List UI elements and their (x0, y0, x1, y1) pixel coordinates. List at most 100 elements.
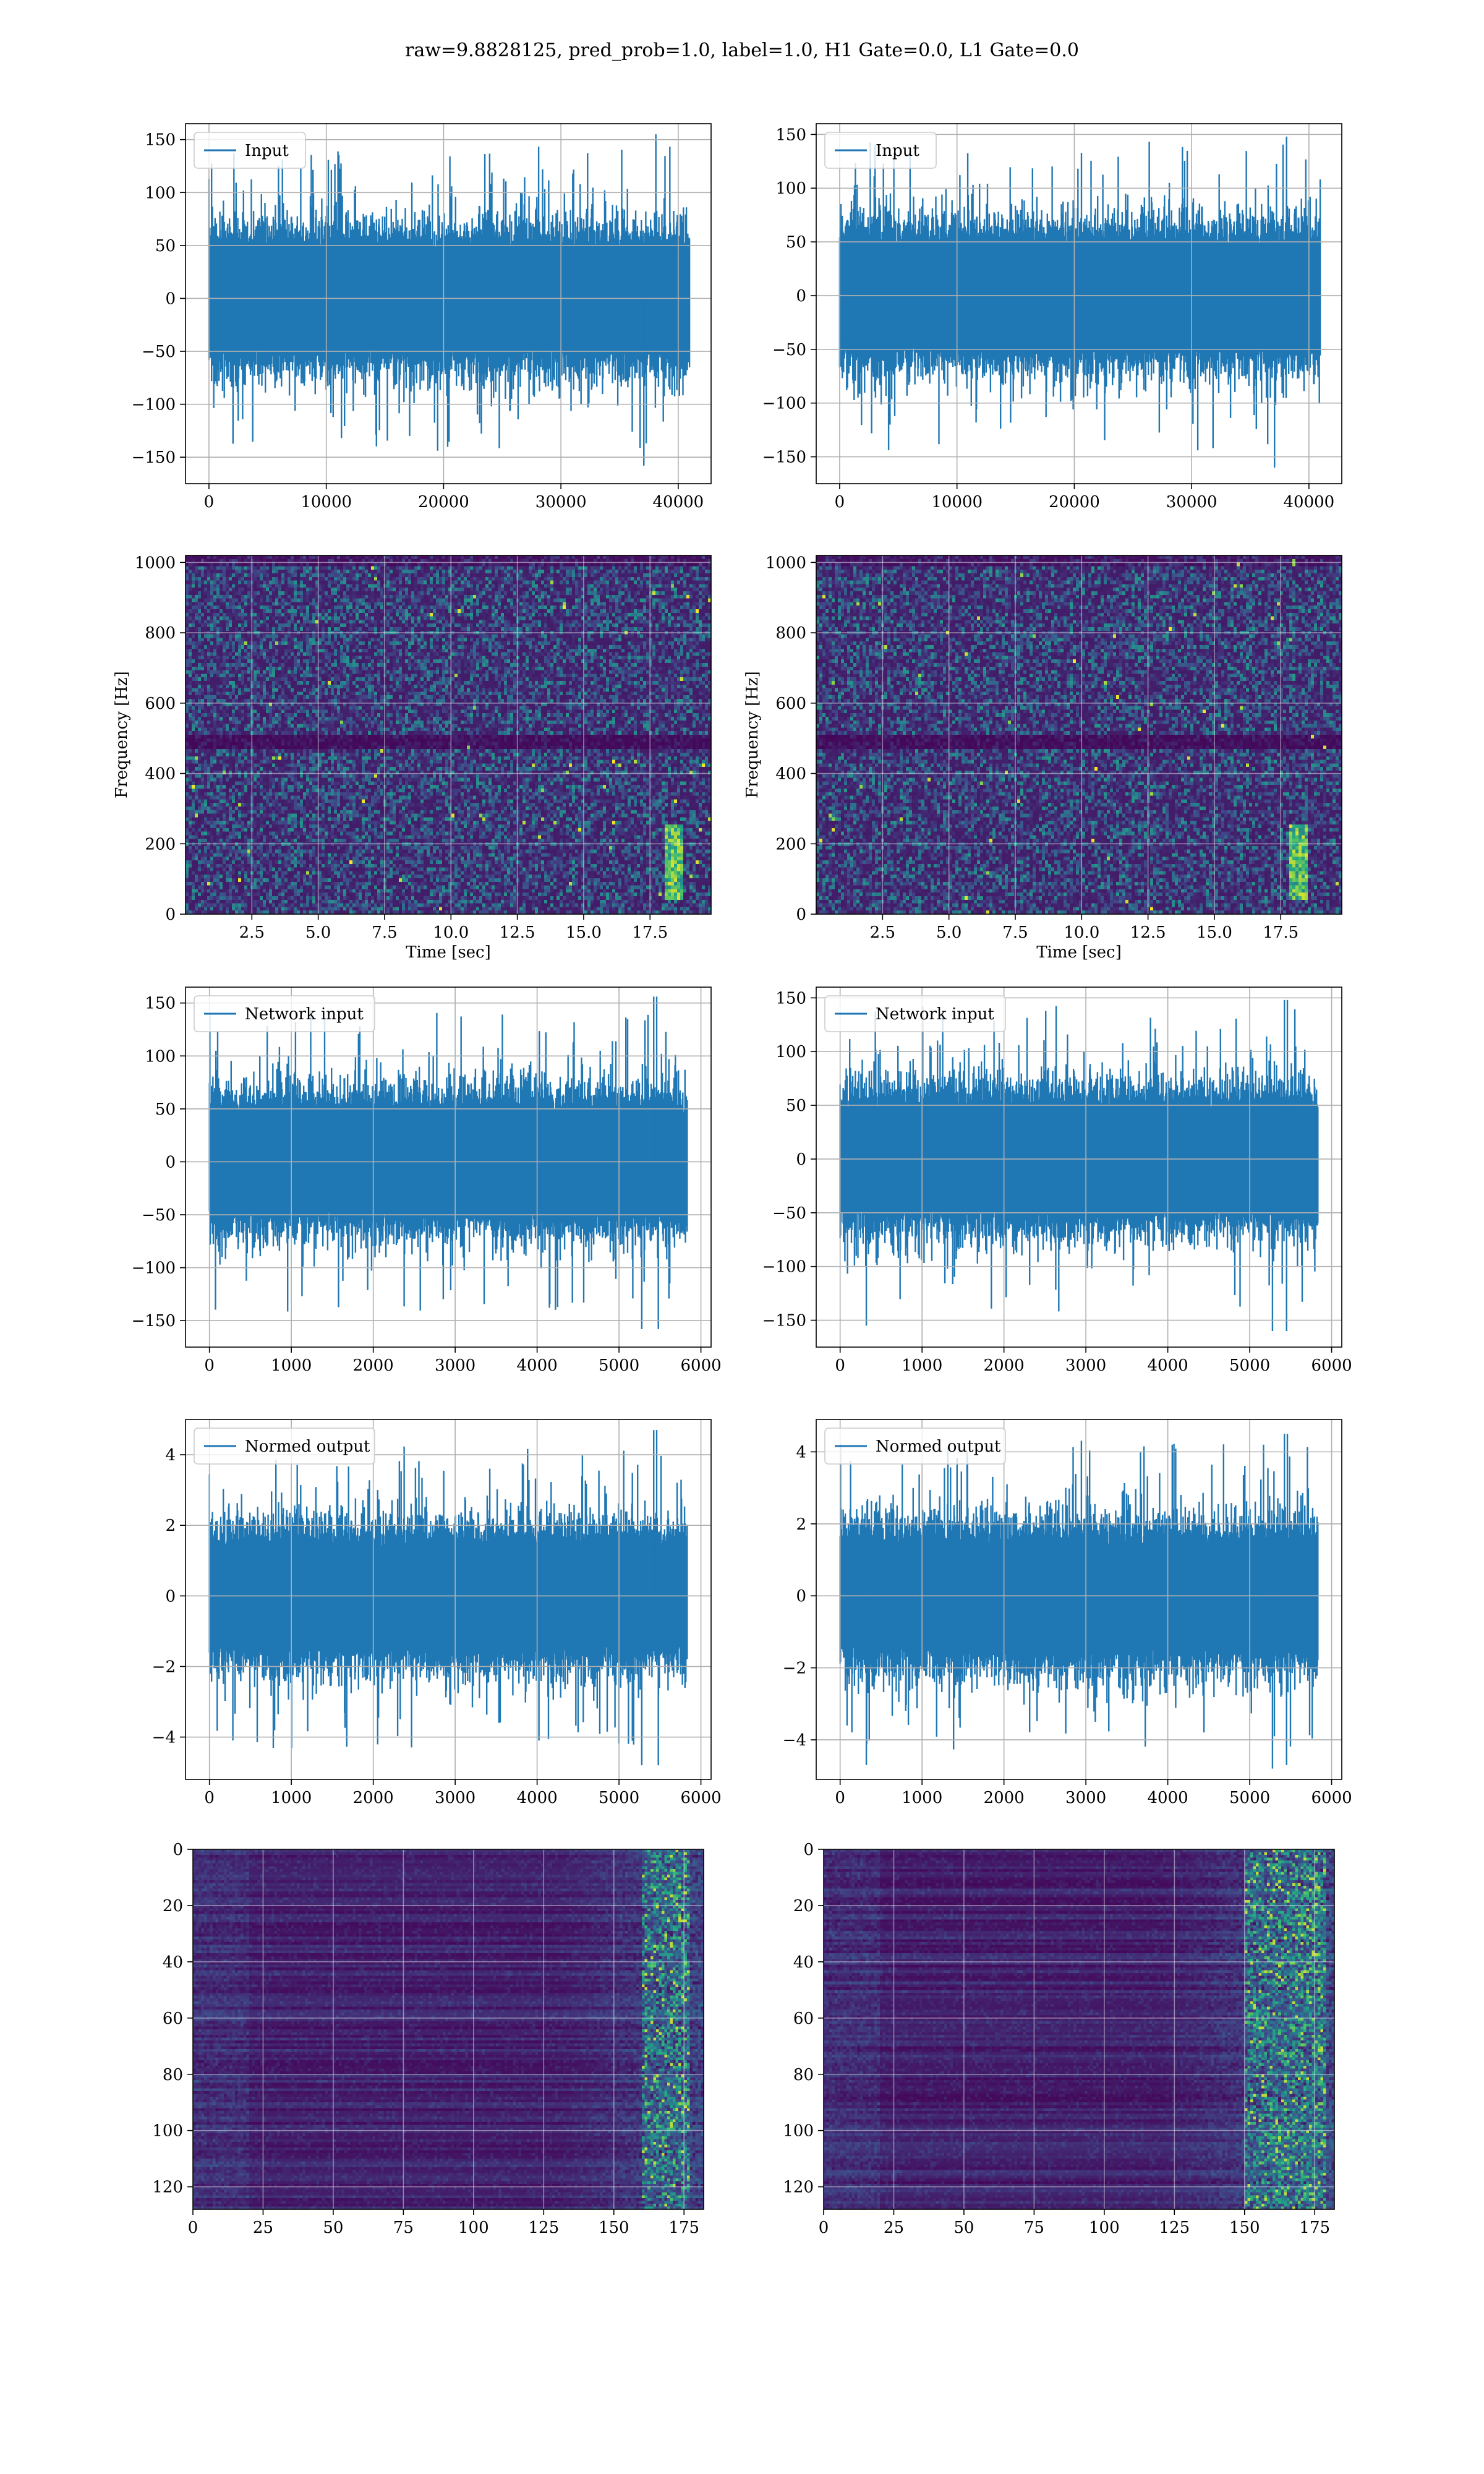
l1-feature-map-frame (823, 1849, 1335, 2210)
h1-normed-output-axes: 0 1000 2000 3000 4000 5000 6000 −4 −2 0 2 4 Normed o… (152, 1419, 722, 1807)
x-tick-label: 0 (835, 493, 845, 511)
x-tick-label: 5000 (1229, 1356, 1270, 1375)
y-tick-label: 4 (165, 1446, 176, 1465)
y-tick-label: 150 (775, 126, 806, 144)
x-tick-label: 5000 (599, 1789, 639, 1807)
x-tick-label: 4000 (1148, 1789, 1188, 1807)
y-tick-label: 0 (796, 1150, 806, 1169)
y-tick-label: 800 (775, 624, 806, 643)
x-tick-label: 2.5 (239, 923, 265, 942)
x-tick-label: 20000 (418, 493, 469, 511)
x-tick-label: 2000 (984, 1356, 1025, 1375)
x-tick-label: 2000 (984, 1789, 1025, 1807)
l1-spectrogram-axes: 2.5 5.0 7.5 10.0 12.5 15.0 17.5 0 200 400 600 800 10… (743, 554, 1342, 962)
x-tick-label: 6000 (680, 1789, 721, 1807)
y-tick-label: 0 (173, 1841, 183, 1859)
y-axis-label: Frequency [Hz] (113, 671, 131, 798)
y-tick-label: 1000 (135, 554, 176, 572)
x-tick-label: 3000 (1065, 1789, 1106, 1807)
y-tick-label: 60 (163, 2010, 183, 2028)
x-tick-label: 2000 (353, 1356, 394, 1375)
legend-box (824, 995, 1006, 1032)
x-tick-label: 25 (253, 2219, 273, 2237)
x-tick-label: 10000 (931, 493, 983, 511)
l1-network-input-frame (816, 987, 1342, 1348)
y-tick-label: −150 (762, 1312, 806, 1330)
y-tick-label: 60 (793, 2010, 814, 2028)
x-tick-label: 100 (458, 2219, 489, 2237)
y-tick-label: −4 (783, 1731, 806, 1750)
y-tick-label: 0 (165, 905, 176, 924)
x-tick-label: 125 (1159, 2219, 1190, 2237)
y-tick-label: 80 (793, 2066, 814, 2084)
legend-label: Network input (245, 1005, 364, 1024)
legend-label: Network input (876, 1005, 994, 1024)
l1-spectrogram-frame (816, 555, 1342, 915)
y-tick-label: 400 (775, 765, 806, 784)
x-tick-label: 5000 (1229, 1789, 1270, 1807)
legend-label: Normed output (876, 1437, 1001, 1456)
y-tick-label: 120 (783, 2178, 814, 2197)
x-tick-label: 150 (1229, 2219, 1260, 2237)
x-tick-label: 7.5 (1002, 923, 1028, 942)
legend: Network input (194, 995, 375, 1032)
h1-feature-map-axes: 0 25 50 75 100 125 150 175 0 20 40 60 80 100 120 (152, 1841, 704, 2237)
y-tick-label: 80 (163, 2066, 183, 2084)
y-tick-label: 120 (152, 2178, 183, 2197)
y-tick-label: 600 (145, 695, 176, 713)
y-tick-label: 0 (803, 1841, 814, 1859)
x-tick-label: 125 (528, 2219, 559, 2237)
legend-label: Input (245, 142, 289, 160)
x-tick-label: 75 (1024, 2219, 1044, 2237)
x-tick-label: 4000 (517, 1356, 558, 1375)
y-tick-label: −50 (142, 343, 176, 361)
y-tick-label: 800 (145, 624, 176, 643)
y-tick-label: 0 (165, 289, 176, 308)
x-tick-label: 15.0 (566, 923, 602, 942)
l1-network-input-axes: 0 1000 2000 3000 4000 5000 6000 −150 −100 −50 0 50 1… (762, 987, 1352, 1375)
x-tick-label: 0 (835, 1789, 845, 1807)
x-tick-label: 0 (204, 493, 215, 511)
x-tick-label: 40000 (653, 493, 704, 511)
x-tick-label: 10.0 (1064, 923, 1099, 942)
y-tick-label: −100 (762, 395, 806, 413)
x-tick-label: 30000 (1166, 493, 1217, 511)
legend-box (194, 995, 375, 1032)
x-tick-label: 3000 (1065, 1356, 1106, 1375)
y-tick-label: 100 (775, 1043, 806, 1061)
x-axis-label: Time [sec] (1036, 943, 1122, 962)
y-tick-label: 2 (165, 1517, 176, 1535)
x-tick-label: 1000 (902, 1789, 942, 1807)
x-tick-label: 2000 (353, 1789, 394, 1807)
l1-normed-output-axes: 0 1000 2000 3000 4000 5000 6000 −4 −2 0 2 4 Normed o… (783, 1419, 1352, 1807)
l1-input-frame (816, 123, 1342, 484)
y-tick-label: 0 (165, 1587, 176, 1606)
x-tick-label: 100 (1089, 2219, 1120, 2237)
y-tick-label: −100 (132, 396, 176, 414)
x-tick-label: 3000 (435, 1356, 475, 1375)
x-tick-label: 20000 (1049, 493, 1100, 511)
x-tick-label: 0 (204, 1356, 215, 1375)
x-tick-label: 2.5 (870, 923, 895, 942)
y-tick-label: 50 (786, 233, 806, 252)
y-tick-label: −2 (783, 1659, 806, 1678)
x-tick-label: 4000 (1148, 1356, 1188, 1375)
legend-box (824, 132, 937, 169)
y-tick-label: −50 (772, 341, 806, 359)
h1-normed-output-frame (185, 1419, 712, 1780)
legend-label: Normed output (245, 1437, 370, 1456)
y-tick-label: 40 (793, 1953, 814, 1972)
x-tick-label: 1000 (271, 1356, 312, 1375)
y-tick-label: −50 (772, 1204, 806, 1223)
h1-network-input-frame (185, 987, 712, 1348)
x-tick-label: 175 (668, 2219, 699, 2237)
y-tick-label: −100 (132, 1259, 176, 1278)
legend: Normed output (194, 1427, 375, 1465)
y-tick-label: 1000 (765, 554, 806, 572)
y-tick-label: 100 (145, 184, 176, 202)
x-axis-label: Time [sec] (406, 943, 491, 962)
x-tick-label: 0 (819, 2219, 829, 2237)
x-tick-label: 4000 (517, 1789, 558, 1807)
y-tick-label: 200 (775, 835, 806, 854)
h1-spectrogram-frame (185, 555, 712, 915)
